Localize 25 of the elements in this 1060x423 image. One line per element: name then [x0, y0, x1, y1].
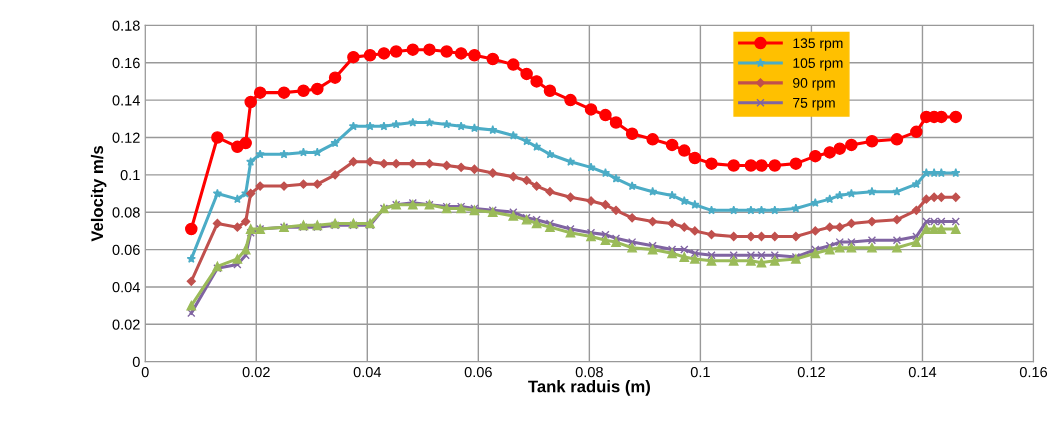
x-tick-label: 0.02 — [242, 366, 270, 378]
y-tick-label: 0.18 — [112, 20, 140, 31]
x-tick-label: 0.14 — [908, 366, 937, 378]
y-tick-label: 0.02 — [112, 319, 140, 330]
y-tick-label: 0.04 — [112, 282, 140, 293]
y-tick-label: 0 — [132, 356, 140, 368]
y-tick-label: 0.14 — [112, 95, 140, 106]
x-tick-label: 0.08 — [575, 366, 603, 378]
y-axis-title: Velocity m/s — [90, 146, 107, 242]
x-axis-title: Tank raduis (m) — [528, 380, 650, 396]
y-tick-label: 0.06 — [112, 244, 140, 255]
y-tick-label: 0.08 — [112, 207, 140, 218]
legend-label: 135 rpm — [793, 38, 843, 51]
y-tick-label: 0.16 — [112, 57, 140, 69]
legend-label: 105 rpm — [793, 58, 843, 71]
x-tick-label: 0.06 — [464, 366, 492, 378]
legend-label: 75 rpm — [793, 98, 835, 111]
y-tick-label: 0.1 — [120, 169, 140, 181]
x-tick-label: 0.16 — [1019, 366, 1048, 378]
x-tick-label: 0.1 — [690, 366, 710, 378]
x-tick-label: 0.12 — [797, 366, 825, 378]
legend-label: 90 rpm — [793, 78, 835, 91]
x-tick-label: 0 — [141, 366, 149, 378]
y-tick-label: 0.12 — [112, 132, 140, 143]
x-tick-label: 0.04 — [353, 366, 382, 378]
